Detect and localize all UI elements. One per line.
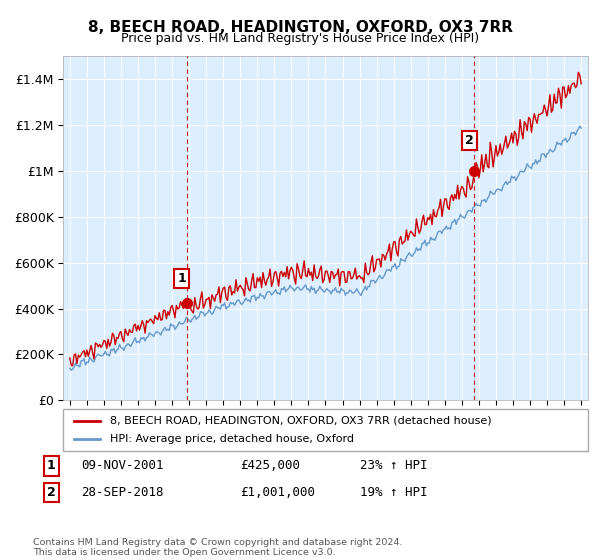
Text: 09-NOV-2001: 09-NOV-2001 (81, 459, 163, 473)
Text: HPI: Average price, detached house, Oxford: HPI: Average price, detached house, Oxfo… (110, 434, 354, 444)
Text: Contains HM Land Registry data © Crown copyright and database right 2024.
This d: Contains HM Land Registry data © Crown c… (33, 538, 403, 557)
Text: £425,000: £425,000 (240, 459, 300, 473)
Text: Price paid vs. HM Land Registry's House Price Index (HPI): Price paid vs. HM Land Registry's House … (121, 32, 479, 45)
Text: 1: 1 (177, 272, 186, 285)
Text: 23% ↑ HPI: 23% ↑ HPI (360, 459, 427, 473)
Text: 8, BEECH ROAD, HEADINGTON, OXFORD, OX3 7RR: 8, BEECH ROAD, HEADINGTON, OXFORD, OX3 7… (88, 20, 512, 35)
Text: 8, BEECH ROAD, HEADINGTON, OXFORD, OX3 7RR (detached house): 8, BEECH ROAD, HEADINGTON, OXFORD, OX3 7… (110, 416, 492, 426)
Text: 28-SEP-2018: 28-SEP-2018 (81, 486, 163, 500)
Text: £1,001,000: £1,001,000 (240, 486, 315, 500)
Text: 2: 2 (47, 486, 55, 500)
Text: 2: 2 (465, 134, 474, 147)
FancyBboxPatch shape (63, 409, 588, 451)
Text: 19% ↑ HPI: 19% ↑ HPI (360, 486, 427, 500)
Text: 1: 1 (47, 459, 55, 473)
